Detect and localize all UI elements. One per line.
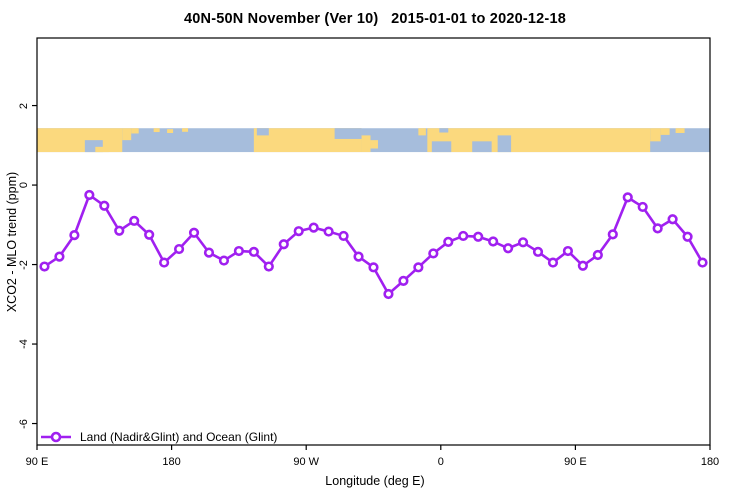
map-strip-land-patch: [675, 128, 685, 133]
map-strip-island-patch: [370, 140, 378, 149]
x-tick-label: 0: [437, 456, 444, 468]
data-point-marker: [203, 247, 215, 258]
data-point-marker: [54, 251, 65, 262]
map-strip-ocean-patch: [84, 140, 103, 153]
y-tick-label: -4: [18, 339, 30, 349]
y-tick-label: 2: [18, 102, 30, 109]
map-strip-ocean-patch: [439, 128, 449, 133]
data-point-marker: [278, 239, 289, 250]
data-point-marker: [592, 249, 603, 261]
map-strip-land-patch: [650, 128, 661, 142]
data-point-marker: [398, 275, 409, 286]
map-strip-land-patch: [122, 128, 132, 141]
data-point-marker: [607, 229, 618, 240]
chart-title: 40N-50N November (Ver 10) 2015-01-01 to …: [184, 11, 566, 27]
data-point-marker: [129, 215, 140, 226]
data-point-marker: [144, 229, 155, 240]
data-point-marker: [69, 230, 80, 241]
data-point-marker: [323, 226, 334, 237]
data-point-marker: [443, 236, 454, 247]
data-point-marker: [473, 231, 484, 242]
data-point-marker: [218, 255, 230, 266]
data-point-marker: [413, 262, 424, 273]
y-tick-label: 0: [18, 181, 30, 189]
data-point-marker: [488, 236, 499, 247]
y-tick-label: -6: [18, 418, 30, 429]
data-point-marker: [547, 257, 559, 268]
data-point-marker: [114, 225, 125, 236]
data-point-marker: [697, 257, 708, 268]
map-strip-land-patch: [427, 128, 651, 153]
data-point-marker: [458, 230, 469, 242]
data-point-marker: [353, 251, 364, 262]
map-strip-land-patch: [361, 135, 371, 153]
data-point-marker: [338, 230, 349, 242]
data-point-marker: [308, 222, 319, 233]
data-point-marker: [248, 246, 259, 257]
data-point-marker: [652, 223, 663, 234]
data-series-line: [43, 193, 704, 296]
data-point-marker: [173, 243, 185, 255]
data-point-marker: [293, 226, 304, 237]
x-tick-label: 180: [162, 456, 181, 468]
map-strip-ocean-patch: [472, 141, 492, 153]
data-point-marker: [532, 246, 544, 257]
data-point-marker: [503, 243, 514, 254]
map-strip-island-patch: [95, 146, 109, 153]
map-strip-ocean-patch: [497, 135, 512, 153]
map-strip-land-patch: [131, 128, 139, 134]
y-axis-title: XCO2 - MLO trend (ppm): [5, 171, 19, 313]
data-point-marker: [368, 262, 379, 273]
map-strip-land-patch: [418, 128, 426, 136]
plot-border: [36, 37, 711, 446]
map-strip-land-patch: [167, 129, 174, 133]
y-tick-label: -2: [18, 259, 30, 270]
data-point-marker: [682, 231, 693, 242]
data-point-marker: [84, 189, 95, 201]
data-point-marker: [159, 257, 170, 268]
map-strip-ocean-patch: [334, 128, 362, 139]
legend-label: Land (Nadir&Glint) and Ocean (Glint): [80, 430, 278, 444]
x-tick-label: 180: [700, 456, 720, 468]
data-point-marker: [99, 200, 110, 211]
x-tick-label: 90 W: [293, 456, 320, 468]
data-point-marker: [517, 237, 529, 248]
x-tick-label: 90 E: [25, 456, 49, 468]
x-axis-title: Longitude (deg E): [325, 474, 425, 488]
data-point-marker: [622, 192, 633, 203]
data-point-marker: [667, 214, 678, 225]
map-strip-land-patch: [37, 128, 123, 153]
legend: Land (Nadir&Glint) and Ocean (Glint): [40, 429, 277, 445]
x-tick-label: 90 E: [564, 456, 587, 468]
map-strip-ocean-patch: [256, 128, 269, 136]
map-strip-land-patch: [253, 128, 362, 153]
map-strip-land-patch: [182, 128, 189, 132]
data-point-marker: [383, 288, 394, 300]
data-point-marker: [428, 248, 439, 259]
data-point-marker: [577, 260, 588, 271]
map-strip-island-patch: [111, 137, 118, 144]
data-point-marker: [562, 245, 574, 257]
data-point-marker: [188, 227, 200, 238]
map-strip-land-patch: [153, 128, 160, 133]
data-point-marker: [39, 261, 50, 272]
data-point-marker: [233, 245, 244, 257]
map-strip-land-patch: [660, 128, 670, 135]
data-point-marker: [263, 261, 274, 272]
legend-marker-icon: [41, 431, 71, 443]
data-point-marker: [637, 201, 648, 213]
map-strip-ocean-patch: [431, 141, 452, 153]
